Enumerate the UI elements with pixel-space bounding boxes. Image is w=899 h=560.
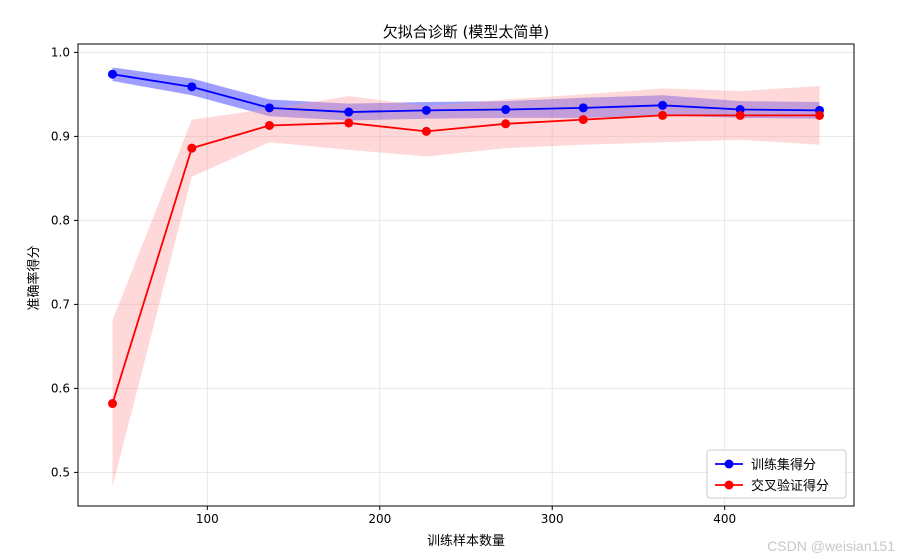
data-point: [187, 143, 197, 153]
data-point: [421, 126, 431, 136]
series-line: [112, 73, 820, 113]
y-tick-label: 0.8: [51, 213, 70, 227]
plot-area: 100 200 300 400 0.5 0.6 0.7 0.8 0.9 1.0: [51, 43, 855, 526]
y-tick-label: 1.0: [51, 45, 70, 59]
y-axis-label: 准确率得分: [26, 245, 42, 310]
data-point: [187, 82, 197, 92]
confidence-band: [112, 67, 820, 121]
legend-box: [706, 449, 847, 499]
data-point: [344, 118, 354, 128]
data-point: [107, 399, 117, 409]
x-tick-label: 200: [368, 512, 391, 526]
data-point: [578, 103, 588, 113]
data-point: [735, 110, 745, 120]
y-tick-label: 0.9: [51, 129, 70, 143]
data-point: [501, 119, 511, 129]
data-point: [658, 110, 668, 120]
data-point: [421, 105, 431, 115]
data-point: [658, 100, 668, 110]
data-point: [264, 103, 274, 113]
data-point: [501, 105, 511, 115]
data-point: [344, 107, 354, 117]
y-tick-label: 0.6: [51, 381, 70, 395]
data-point: [264, 120, 274, 130]
x-tick-label: 400: [713, 512, 736, 526]
watermark: CSDN @weisian151: [767, 538, 895, 554]
y-tick-label: 0.7: [51, 297, 70, 311]
legend-marker: [724, 459, 734, 469]
x-tick-label: 300: [541, 512, 564, 526]
y-tick-label: 0.5: [51, 465, 70, 479]
legend-marker: [724, 480, 734, 490]
confidence-band: [112, 86, 820, 487]
series-line: [111, 114, 820, 404]
data-point: [815, 110, 825, 120]
data-point: [578, 115, 588, 125]
chart-title: 欠拟合诊断 (模型太简单): [383, 23, 549, 41]
x-tick-label: 100: [196, 512, 219, 526]
x-axis-label: 训练样本数量: [427, 534, 505, 549]
legend-label: 训练集得分: [751, 457, 816, 473]
data-point: [107, 69, 117, 79]
legend-label: 交叉验证得分: [751, 478, 829, 494]
axes-frame: [77, 43, 855, 507]
